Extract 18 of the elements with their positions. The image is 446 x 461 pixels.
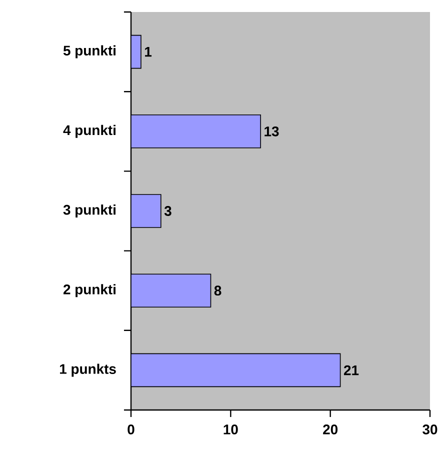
- y-tick-label: 3 punkti: [63, 204, 116, 218]
- x-tick-label: 20: [323, 424, 338, 434]
- data-label: 3: [164, 206, 172, 216]
- bar: [131, 353, 341, 388]
- x-tick-label: 0: [128, 424, 134, 434]
- bar: [131, 194, 162, 228]
- y-tick-label: 5 punkti: [63, 45, 116, 58]
- y-tick-label: 2 punkti: [63, 284, 116, 298]
- bar: [131, 274, 212, 308]
- data-label: 1: [145, 47, 152, 57]
- data-label: 13: [264, 126, 279, 136]
- y-tick-label: 1 punkts: [60, 364, 116, 377]
- data-label: 21: [344, 365, 359, 376]
- data-label: 8: [214, 286, 222, 296]
- x-tick-label: 30: [422, 424, 438, 434]
- x-tick-label: 10: [224, 424, 238, 434]
- bar: [131, 114, 261, 148]
- y-tick-label: 4 punkti: [63, 124, 116, 138]
